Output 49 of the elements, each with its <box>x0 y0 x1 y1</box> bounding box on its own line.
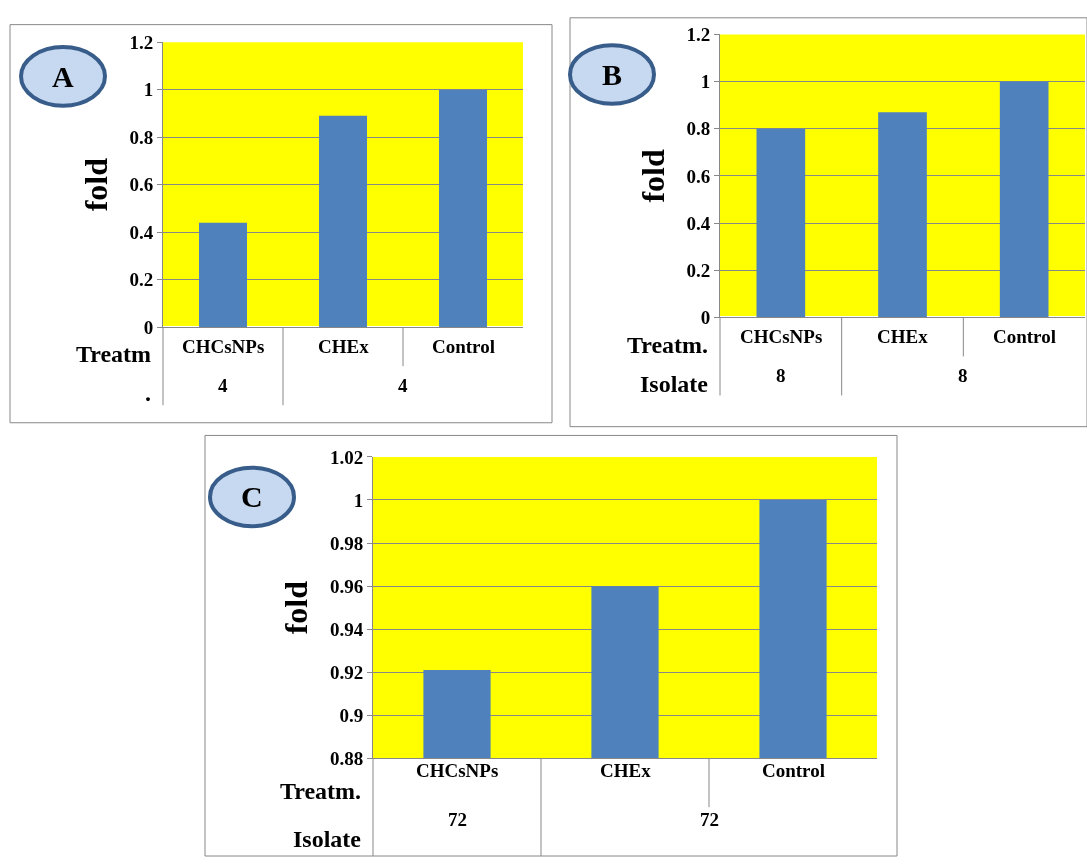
text: . <box>145 380 151 406</box>
text: C <box>241 480 263 513</box>
y-tick-label: 0.92 <box>329 661 364 683</box>
y-tick-label: 0.8 <box>129 126 154 148</box>
y-tick-label: 0.8 <box>686 118 711 140</box>
y-axis-title: fold <box>77 157 114 212</box>
y-tick-label: 0.2 <box>686 259 711 281</box>
text: 4 <box>398 375 408 396</box>
text: 72 <box>700 809 719 830</box>
y-tick-label: 0.88 <box>329 748 364 770</box>
y-tick-label: 0.6 <box>129 174 154 196</box>
text: 72 <box>448 809 467 830</box>
y-tick-label: 1 <box>143 79 154 101</box>
x-tick-label: CHCsNPs <box>182 336 265 357</box>
y-tick-label: 0 <box>700 307 711 329</box>
x-tick-label: CHEx <box>318 336 370 357</box>
y-tick-label: 0.4 <box>686 212 711 234</box>
y-tick-label: 1 <box>700 71 711 93</box>
text: Treatm. <box>280 778 362 804</box>
text: B <box>602 58 623 91</box>
y-tick-label: 0.98 <box>329 532 364 554</box>
y-tick-label: 1 <box>353 489 364 511</box>
text: Treatm <box>76 341 152 367</box>
text: Isolate <box>640 371 709 397</box>
x-tick-label: Control <box>762 760 825 781</box>
y-tick-label: 0.2 <box>129 269 154 291</box>
text: Isolate <box>293 826 362 852</box>
y-tick-label: 0.94 <box>329 618 364 640</box>
text: 4 <box>218 375 228 396</box>
y-tick-label: 0.96 <box>329 575 364 597</box>
y-tick-label: 1.02 <box>329 446 364 468</box>
y-tick-label: 0.6 <box>686 165 711 187</box>
text: 8 <box>776 365 786 386</box>
x-tick-label: CHCsNPs <box>740 326 823 347</box>
x-tick-label: CHCsNPs <box>416 760 499 781</box>
x-tick-label: Control <box>432 336 495 357</box>
y-tick-label: 1.2 <box>686 24 711 46</box>
y-tick-label: 0.9 <box>339 705 364 726</box>
y-tick-label: 1.2 <box>129 31 154 53</box>
text: Treatm. <box>627 332 709 358</box>
y-tick-label: 0 <box>143 316 154 338</box>
x-tick-label: CHEx <box>600 760 652 781</box>
text: A <box>52 60 74 93</box>
x-tick-label: Control <box>993 326 1056 347</box>
text: 8 <box>958 365 968 386</box>
y-axis-title: fold <box>278 580 315 635</box>
x-tick-label: CHEx <box>877 326 929 347</box>
y-axis-title: fold <box>634 149 671 203</box>
y-tick-label: 0.4 <box>129 221 154 243</box>
